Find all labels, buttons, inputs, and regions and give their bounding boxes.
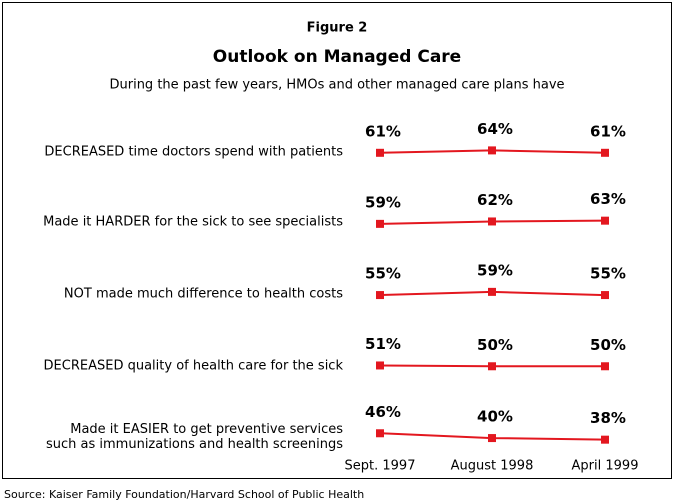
x-tick-label: April 1999 [572,459,639,474]
data-label: 63% [590,190,626,208]
data-label: 64% [477,120,513,138]
data-label: 51% [365,335,401,353]
x-tick-label: Sept. 1997 [345,459,416,474]
data-label: 61% [365,122,401,140]
marker [601,216,609,225]
data-label: 40% [477,408,513,426]
marker [376,361,384,370]
frame [2,2,672,479]
marker [376,291,384,300]
marker [488,146,496,155]
marker [601,148,609,157]
data-label: 46% [365,403,401,421]
marker [376,148,384,157]
marker [601,291,609,300]
data-label: 50% [477,336,513,354]
row-label: DECREASED quality of health care for the… [43,358,343,374]
marker [488,217,496,226]
data-label: 38% [590,409,626,427]
data-label: 59% [477,261,513,279]
data-label: 55% [365,265,401,283]
data-label: 55% [590,265,626,283]
chart-title: Outlook on Managed Care [213,47,461,67]
row-label: NOT made much difference to health costs [63,286,343,302]
marker [601,362,609,371]
marker [488,434,496,443]
row-label: Made it HARDER for the sick to see speci… [43,214,343,230]
marker [488,362,496,371]
figure-label: Figure 2 [307,21,368,36]
data-label: 62% [477,191,513,209]
marker [488,287,496,296]
marker [376,219,384,228]
data-label: 61% [590,122,626,140]
row-label: DECREASED time doctors spend with patien… [44,144,343,160]
subtitle: During the past few years, HMOs and othe… [109,78,564,93]
marker [376,429,384,438]
data-label: 59% [365,193,401,211]
data-label: 50% [590,336,626,354]
marker [601,435,609,444]
source: Source: Kaiser Family Foundation/Harvard… [4,488,364,501]
x-tick-label: August 1998 [451,459,534,474]
row-label: Made it EASIER to get preventive service… [46,422,343,452]
